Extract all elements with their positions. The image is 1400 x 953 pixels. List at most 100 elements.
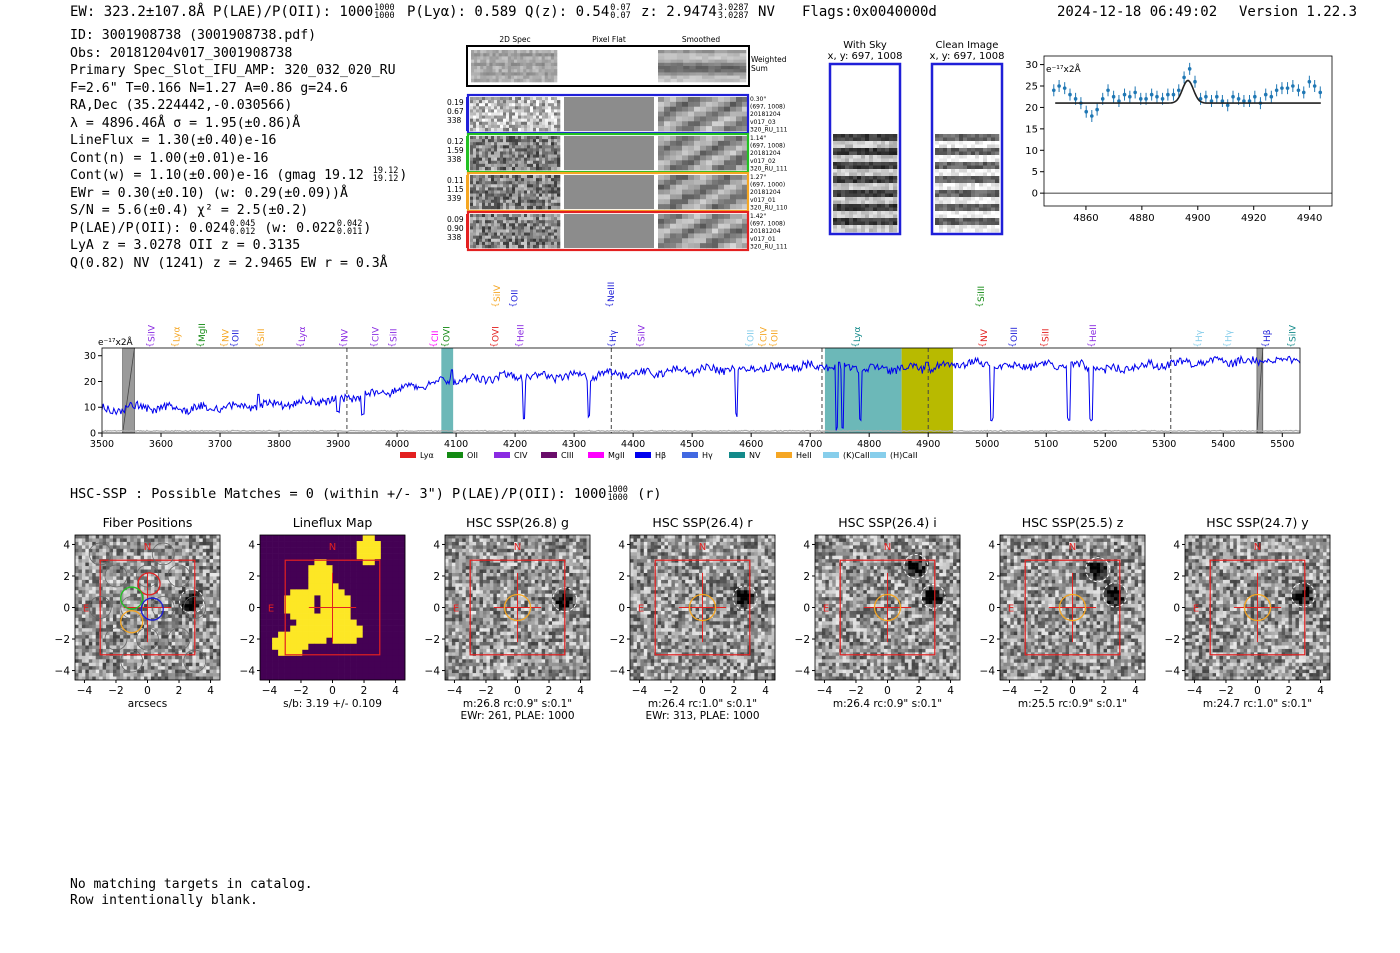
hsc-pixel [185,559,190,563]
stamp-pixel [841,176,846,180]
weighted-smooth-pixel [689,59,697,64]
cutout-2d-pixel [473,184,477,188]
cutout-2d-pixel [476,244,480,249]
hsc-pixel [88,648,93,653]
spec-line-label-brace: { [977,342,986,347]
cutout-2d-pixel [488,142,492,146]
weighted-smooth-pixel [676,69,684,73]
stamp-pixel [983,137,988,142]
stamp-pixel [881,144,886,149]
hsc-pixel [147,593,152,598]
hsc-pixel [209,548,214,553]
cutout-2d-pixel [509,163,513,168]
cutout-2d-pixel [509,181,513,185]
hsc-pixel [213,535,217,539]
cutout-smooth-pixel [700,238,707,244]
cutout-2d-pixel [473,97,477,101]
cutout-smooth-pixel [682,233,689,239]
cutout-2d-pixel [473,235,477,240]
hsc-pixel [154,552,159,557]
weighted-2d-pixel [471,72,475,76]
weighted-2d-pixel [553,53,558,57]
weighted-smooth-pixel [714,59,722,64]
stamp-pixel [943,225,948,229]
hsc-pixel [178,566,183,570]
cutout-2d-pixel [512,181,516,185]
cutout-2d-pixel [512,214,516,218]
spec-xtick-label: 4000 [385,439,409,450]
cutout-smooth-pixel [658,218,665,225]
hsc-pixel [133,583,138,588]
cutout-2d-pixel [530,187,534,191]
hsc-pixel [140,614,145,619]
stamp-pixel [959,151,964,156]
stamp-pixel [987,186,992,191]
hsc-pixel [78,559,83,563]
hsc-pixel [133,559,138,563]
cutout-row-info: 1.27" [750,174,766,181]
cutout-smooth-pixel [736,199,743,205]
cutout-2d-pixel [479,103,483,107]
cutout-2d-pixel [554,106,558,110]
stamp-pixel [995,225,1000,229]
cutout-smooth-pixel [694,126,701,132]
weighted-smooth-pixel [683,66,690,70]
cutout-smooth-pixel [694,194,701,200]
hsc-pixel [112,548,117,553]
hsc-pixel [188,566,193,570]
weighted-2d-pixel [514,72,518,76]
cutout-2d-pixel [470,163,474,168]
hsc-pixel [154,548,159,553]
weighted-2d-pixel [529,66,533,70]
cutout-2d-pixel [536,142,540,146]
cutout-2d-pixel [557,145,561,149]
cutout-2d-pixel [533,238,537,243]
hsc-pixel [123,545,128,550]
stamp-pixel [861,186,866,191]
cutout-2d-pixel [509,238,513,243]
hsc-pixel [75,621,79,626]
cutout-smooth-pixel [724,189,731,195]
hsc-pixel [123,648,128,653]
hsc-pixel [175,614,179,619]
stamp-pixel [959,225,964,229]
cutout-2d-pixel [494,205,498,210]
hsc-pixel [85,555,90,560]
hsc-pixel [216,642,221,646]
hsc-pixel [175,569,179,574]
cutout-2d-pixel [509,103,513,107]
cutout-smooth-pixel [670,184,677,190]
hsc-pixel [202,597,207,601]
cutout-2d-pixel [545,241,549,246]
stamp-pixel [955,137,960,142]
cutout-2d-pixel [527,142,531,146]
hsc-pixel [116,617,121,622]
weighted-2d-pixel [547,78,552,83]
spec-ytick-label: 0 [90,429,96,440]
hsc-pixel [137,548,141,553]
hsc-pixel [85,545,90,550]
cutout-2d-pixel [548,190,552,194]
cutout-2d-pixel [551,103,555,107]
hsc-pixel [209,624,214,629]
fit-point [1182,75,1186,80]
hsc-pixel [216,645,221,650]
spec-line-label-brace: { [254,342,263,347]
cutout-2d-pixel [521,148,525,152]
cutout-2d-pixel [557,184,561,188]
cutout-2d-pixel [476,139,480,143]
hsc-pixel [199,579,204,584]
hsc-pixel [182,548,186,553]
stamp-pixel [971,193,976,198]
stamp-pixel [955,176,960,180]
hsc-pixel [99,610,103,615]
hsc-pixel [140,535,145,539]
cutout-2d-pixel [503,157,507,162]
stamp-pixel [971,155,976,159]
hsc-pixel [178,583,183,588]
cutout-smooth-pixel [676,189,683,195]
cutout-2d-pixel [521,244,525,249]
weighted-2d-pixel [547,62,552,67]
hsc-pixel [195,566,200,570]
cutout-2d-pixel [500,238,504,243]
